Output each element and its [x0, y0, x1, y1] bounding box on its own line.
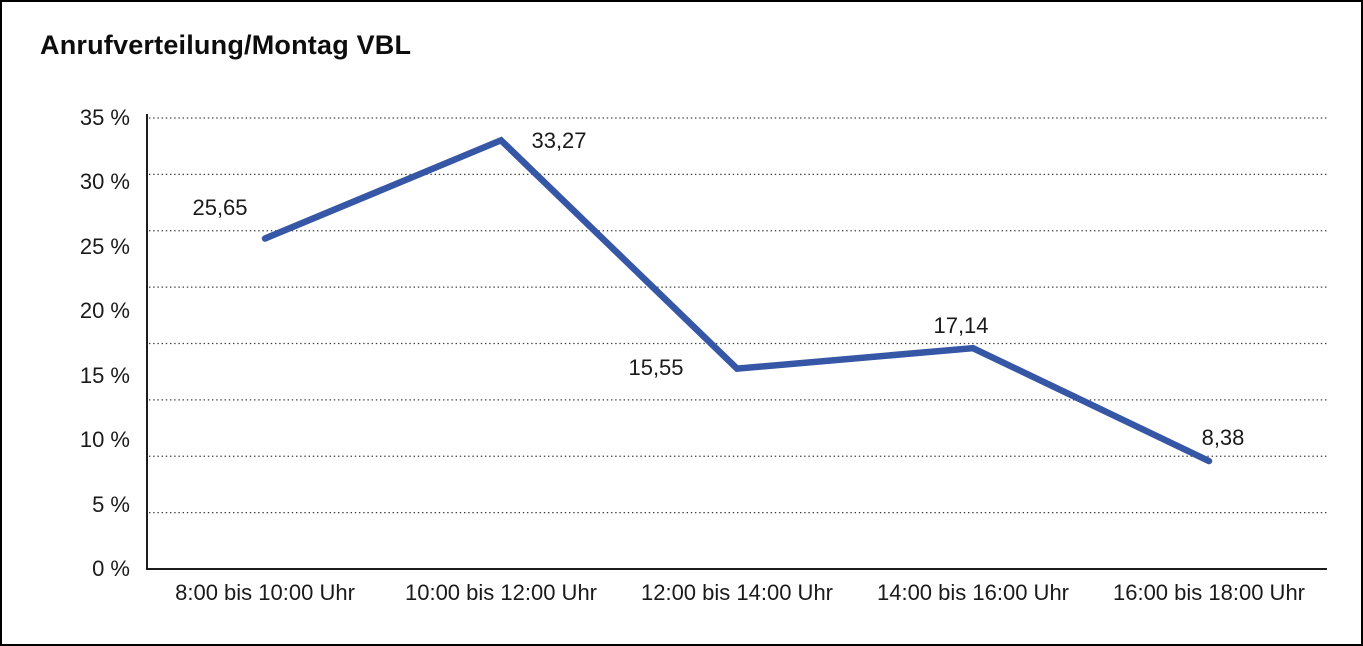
- y-tick-label: 20 %: [79, 298, 130, 324]
- chart-title: Anrufverteilung/Montag VBL: [40, 30, 412, 60]
- x-tick-label: 8:00 bis 10:00 Uhr: [175, 580, 355, 605]
- y-tick-label: 0 %: [92, 556, 130, 581]
- series-line: [261, 136, 1213, 465]
- data-point-label: 17,14: [933, 313, 989, 339]
- x-tick-label: 14:00 bis 16:00 Uhr: [876, 580, 1070, 605]
- x-tick-label: 12:00 bis 14:00 Uhr: [640, 580, 834, 605]
- x-tick-label: 10:00 bis 12:00 Uhr: [404, 580, 598, 605]
- y-tick-label: 30 %: [79, 169, 130, 195]
- data-point-label: 8,38: [1201, 425, 1245, 451]
- y-tick-label: 5 %: [92, 491, 130, 517]
- y-tick-label: 35 %: [79, 105, 130, 130]
- y-tick-label: 10 %: [79, 427, 130, 453]
- data-point-label: 15,55: [628, 354, 684, 380]
- y-tick-label: 25 %: [79, 233, 130, 259]
- data-point-label: 25,65: [192, 195, 248, 221]
- y-tick-label: 15 %: [79, 362, 130, 388]
- x-tick-label: 16:00 bis 18:00 Uhr: [1112, 580, 1306, 605]
- data-point-label: 33,27: [531, 128, 587, 154]
